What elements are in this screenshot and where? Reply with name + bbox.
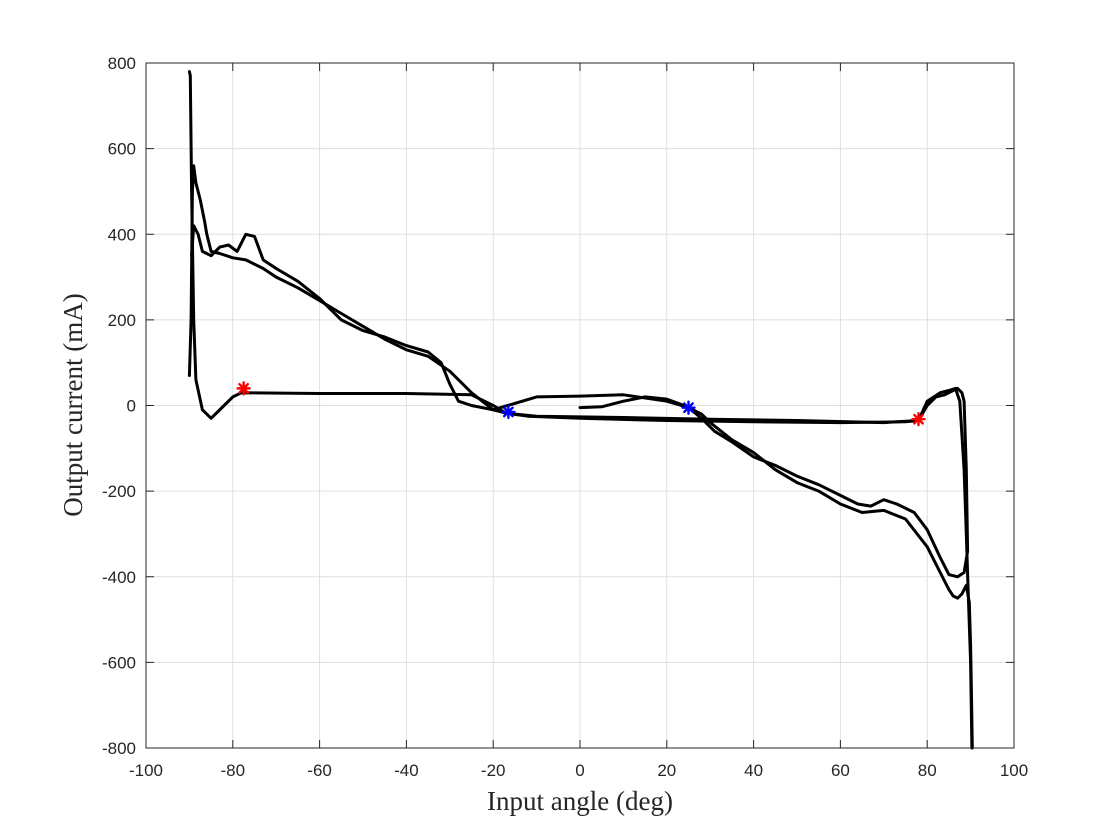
x-tick-label: 100 bbox=[1000, 761, 1028, 780]
y-tick-label: -800 bbox=[102, 739, 136, 758]
series-line-3 bbox=[187, 164, 974, 750]
x-tick-label: -60 bbox=[307, 761, 332, 780]
axes-frame bbox=[145, 62, 1015, 749]
asterisk-marker-3 bbox=[681, 400, 696, 415]
x-tick-label: -100 bbox=[129, 761, 163, 780]
y-axis-label: Output current (mA) bbox=[58, 293, 88, 516]
y-tick-label: -600 bbox=[102, 653, 136, 672]
x-tick-label: 60 bbox=[831, 761, 850, 780]
y-tick-label: -400 bbox=[102, 568, 136, 587]
y-tick-labels: -800 -600 -400 -200 0 200 400 600 800 bbox=[102, 54, 136, 758]
y-tick-label: 600 bbox=[108, 140, 136, 159]
y-tick-label: 200 bbox=[108, 311, 136, 330]
x-axis-label: Input angle (deg) bbox=[487, 786, 673, 816]
x-tick-label: 20 bbox=[657, 761, 676, 780]
asterisk-marker-2 bbox=[501, 404, 516, 420]
y-tick-label: 800 bbox=[108, 54, 136, 73]
marker-layer bbox=[236, 381, 926, 427]
x-tick-label: -20 bbox=[481, 761, 506, 780]
x-tick-label: 0 bbox=[575, 761, 584, 780]
x-tick-labels: -100 -80 -60 -40 -20 0 20 40 60 80 100 bbox=[129, 761, 1028, 780]
series-line-4 bbox=[190, 224, 970, 579]
asterisk-marker-4 bbox=[911, 412, 926, 427]
asterisk-marker-1 bbox=[236, 381, 251, 396]
x-tick-label: -80 bbox=[221, 761, 246, 780]
x-tick-label: 40 bbox=[744, 761, 763, 780]
y-tick-label: 0 bbox=[127, 397, 136, 416]
y-tick-label: 400 bbox=[108, 225, 136, 244]
x-tick-label: -40 bbox=[394, 761, 419, 780]
y-tick-label: -200 bbox=[102, 482, 136, 501]
x-tick-label: 80 bbox=[918, 761, 937, 780]
series-layer bbox=[187, 70, 974, 750]
